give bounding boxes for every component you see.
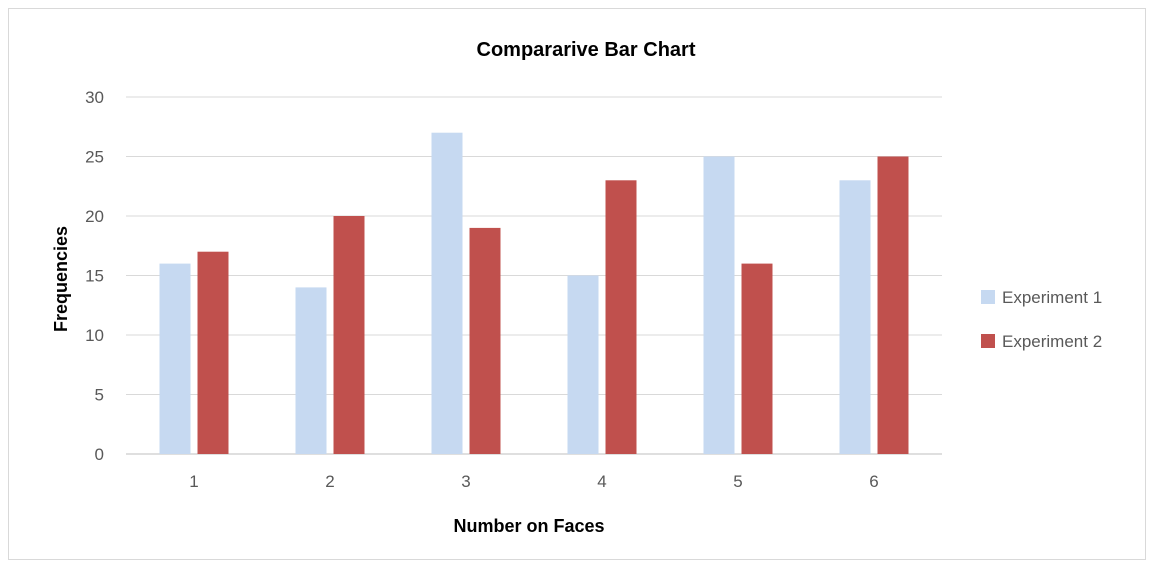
y-tick-label: 10: [85, 326, 104, 345]
y-tick-label: 25: [85, 148, 104, 167]
bar-experiment-1-5: [703, 156, 735, 454]
x-axis-ticks: 1 2 3 4 5 6: [189, 472, 878, 491]
legend-label: Experiment 1: [1002, 288, 1102, 307]
y-tick-label: 5: [95, 386, 104, 405]
y-tick-label: 0: [95, 445, 104, 464]
chart-title: Compararive Bar Chart: [477, 39, 696, 61]
x-tick-label: 5: [733, 472, 742, 491]
x-tick-label: 1: [189, 472, 198, 491]
bar-experiment-1-6: [839, 180, 871, 455]
bars: [159, 132, 909, 455]
x-tick-label: 6: [869, 472, 878, 491]
legend-label: Experiment 2: [1002, 332, 1102, 351]
bar-experiment-1-3: [431, 132, 463, 454]
x-axis-title: Number on Faces: [453, 516, 604, 536]
y-tick-label: 20: [85, 207, 104, 226]
bar-experiment-1-2: [295, 287, 327, 454]
bar-experiment-2-6: [877, 156, 909, 454]
legend-swatch: [981, 334, 995, 348]
bar-experiment-2-2: [333, 216, 365, 454]
bar-experiment-2-4: [605, 180, 637, 455]
bar-experiment-2-5: [741, 263, 773, 454]
y-tick-label: 15: [85, 267, 104, 286]
y-axis-ticks: 0 5 10 15 20 25 30: [85, 88, 104, 464]
bar-experiment-2-1: [197, 251, 229, 454]
bar-experiment-1-4: [567, 275, 599, 454]
y-tick-label: 30: [85, 88, 104, 107]
chart-frame: Compararive Bar Chart 0 5 10 15 20 25 30 1 2 3 4 5…: [8, 8, 1146, 560]
x-tick-label: 2: [325, 472, 334, 491]
x-tick-label: 4: [597, 472, 606, 491]
bar-experiment-1-1: [159, 263, 191, 454]
x-tick-label: 3: [461, 472, 470, 491]
legend: Experiment 1 Experiment 2: [981, 288, 1102, 351]
bar-chart: Compararive Bar Chart 0 5 10 15 20 25 30 1 2 3 4 5…: [51, 39, 1102, 536]
legend-swatch: [981, 290, 995, 304]
y-axis-title: Frequencies: [51, 226, 71, 332]
gridlines: [126, 96, 942, 455]
bar-experiment-2-3: [469, 227, 501, 454]
